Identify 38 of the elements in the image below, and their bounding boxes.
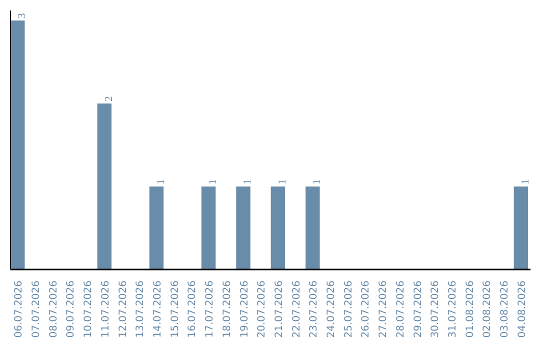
data-label: 3 — [17, 13, 28, 18]
x-tick-label: 01.08.2026 — [464, 280, 476, 338]
x-tick-label: 17.07.2026 — [204, 280, 216, 338]
x-tick-label: 11.07.2026 — [100, 280, 112, 338]
x-tick-label: 10.07.2026 — [83, 280, 94, 338]
data-label: 1 — [312, 179, 324, 184]
x-tick-label: 15.07.2026 — [170, 280, 181, 338]
x-tick-label: 28.07.2026 — [395, 280, 406, 338]
x-tick-label: 19.07.2026 — [239, 280, 250, 338]
x-tick-label: 20.07.2026 — [256, 280, 268, 338]
x-tick-label: 27.07.2026 — [378, 280, 390, 338]
x-tick-label: 30.07.2026 — [430, 280, 442, 338]
x-tick-label: 04.08.2026 — [516, 280, 528, 338]
x-tick-label: 29.07.2026 — [412, 280, 424, 338]
x-tick-label: 09.07.2026 — [66, 280, 77, 338]
x-tick-label: 24.07.2026 — [326, 280, 338, 338]
x-tick-label: 22.07.2026 — [291, 280, 302, 338]
x-tick-label: 31.07.2026 — [448, 280, 459, 338]
x-tick-label: 07.07.2026 — [30, 280, 42, 338]
x-tick-label: 14.07.2026 — [152, 280, 164, 338]
x-tick-label: 03.08.2026 — [500, 280, 511, 338]
x-tick-label: 21.07.2026 — [274, 280, 285, 338]
data-label: 1 — [520, 179, 532, 184]
data-label: 2 — [104, 96, 115, 102]
x-tick-label: 12.07.2026 — [118, 280, 129, 338]
data-label: 1 — [156, 179, 167, 184]
x-tick-label: 26.07.2026 — [360, 280, 372, 338]
data-label: 1 — [208, 179, 220, 184]
x-tick-label: 13.07.2026 — [135, 280, 146, 338]
x-tick-label: 08.07.2026 — [48, 280, 60, 338]
x-tick-label: 06.07.2026 — [14, 280, 25, 338]
x-tick-label: 02.08.2026 — [482, 280, 494, 338]
x-tick-label: 23.07.2026 — [308, 280, 320, 338]
data-label: 1 — [277, 179, 288, 184]
x-tick-label: 18.07.2026 — [222, 280, 233, 338]
data-label: 1 — [242, 179, 254, 184]
x-tick-label: 16.07.2026 — [187, 280, 198, 338]
x-tick-label: 25.07.2026 — [343, 280, 354, 338]
